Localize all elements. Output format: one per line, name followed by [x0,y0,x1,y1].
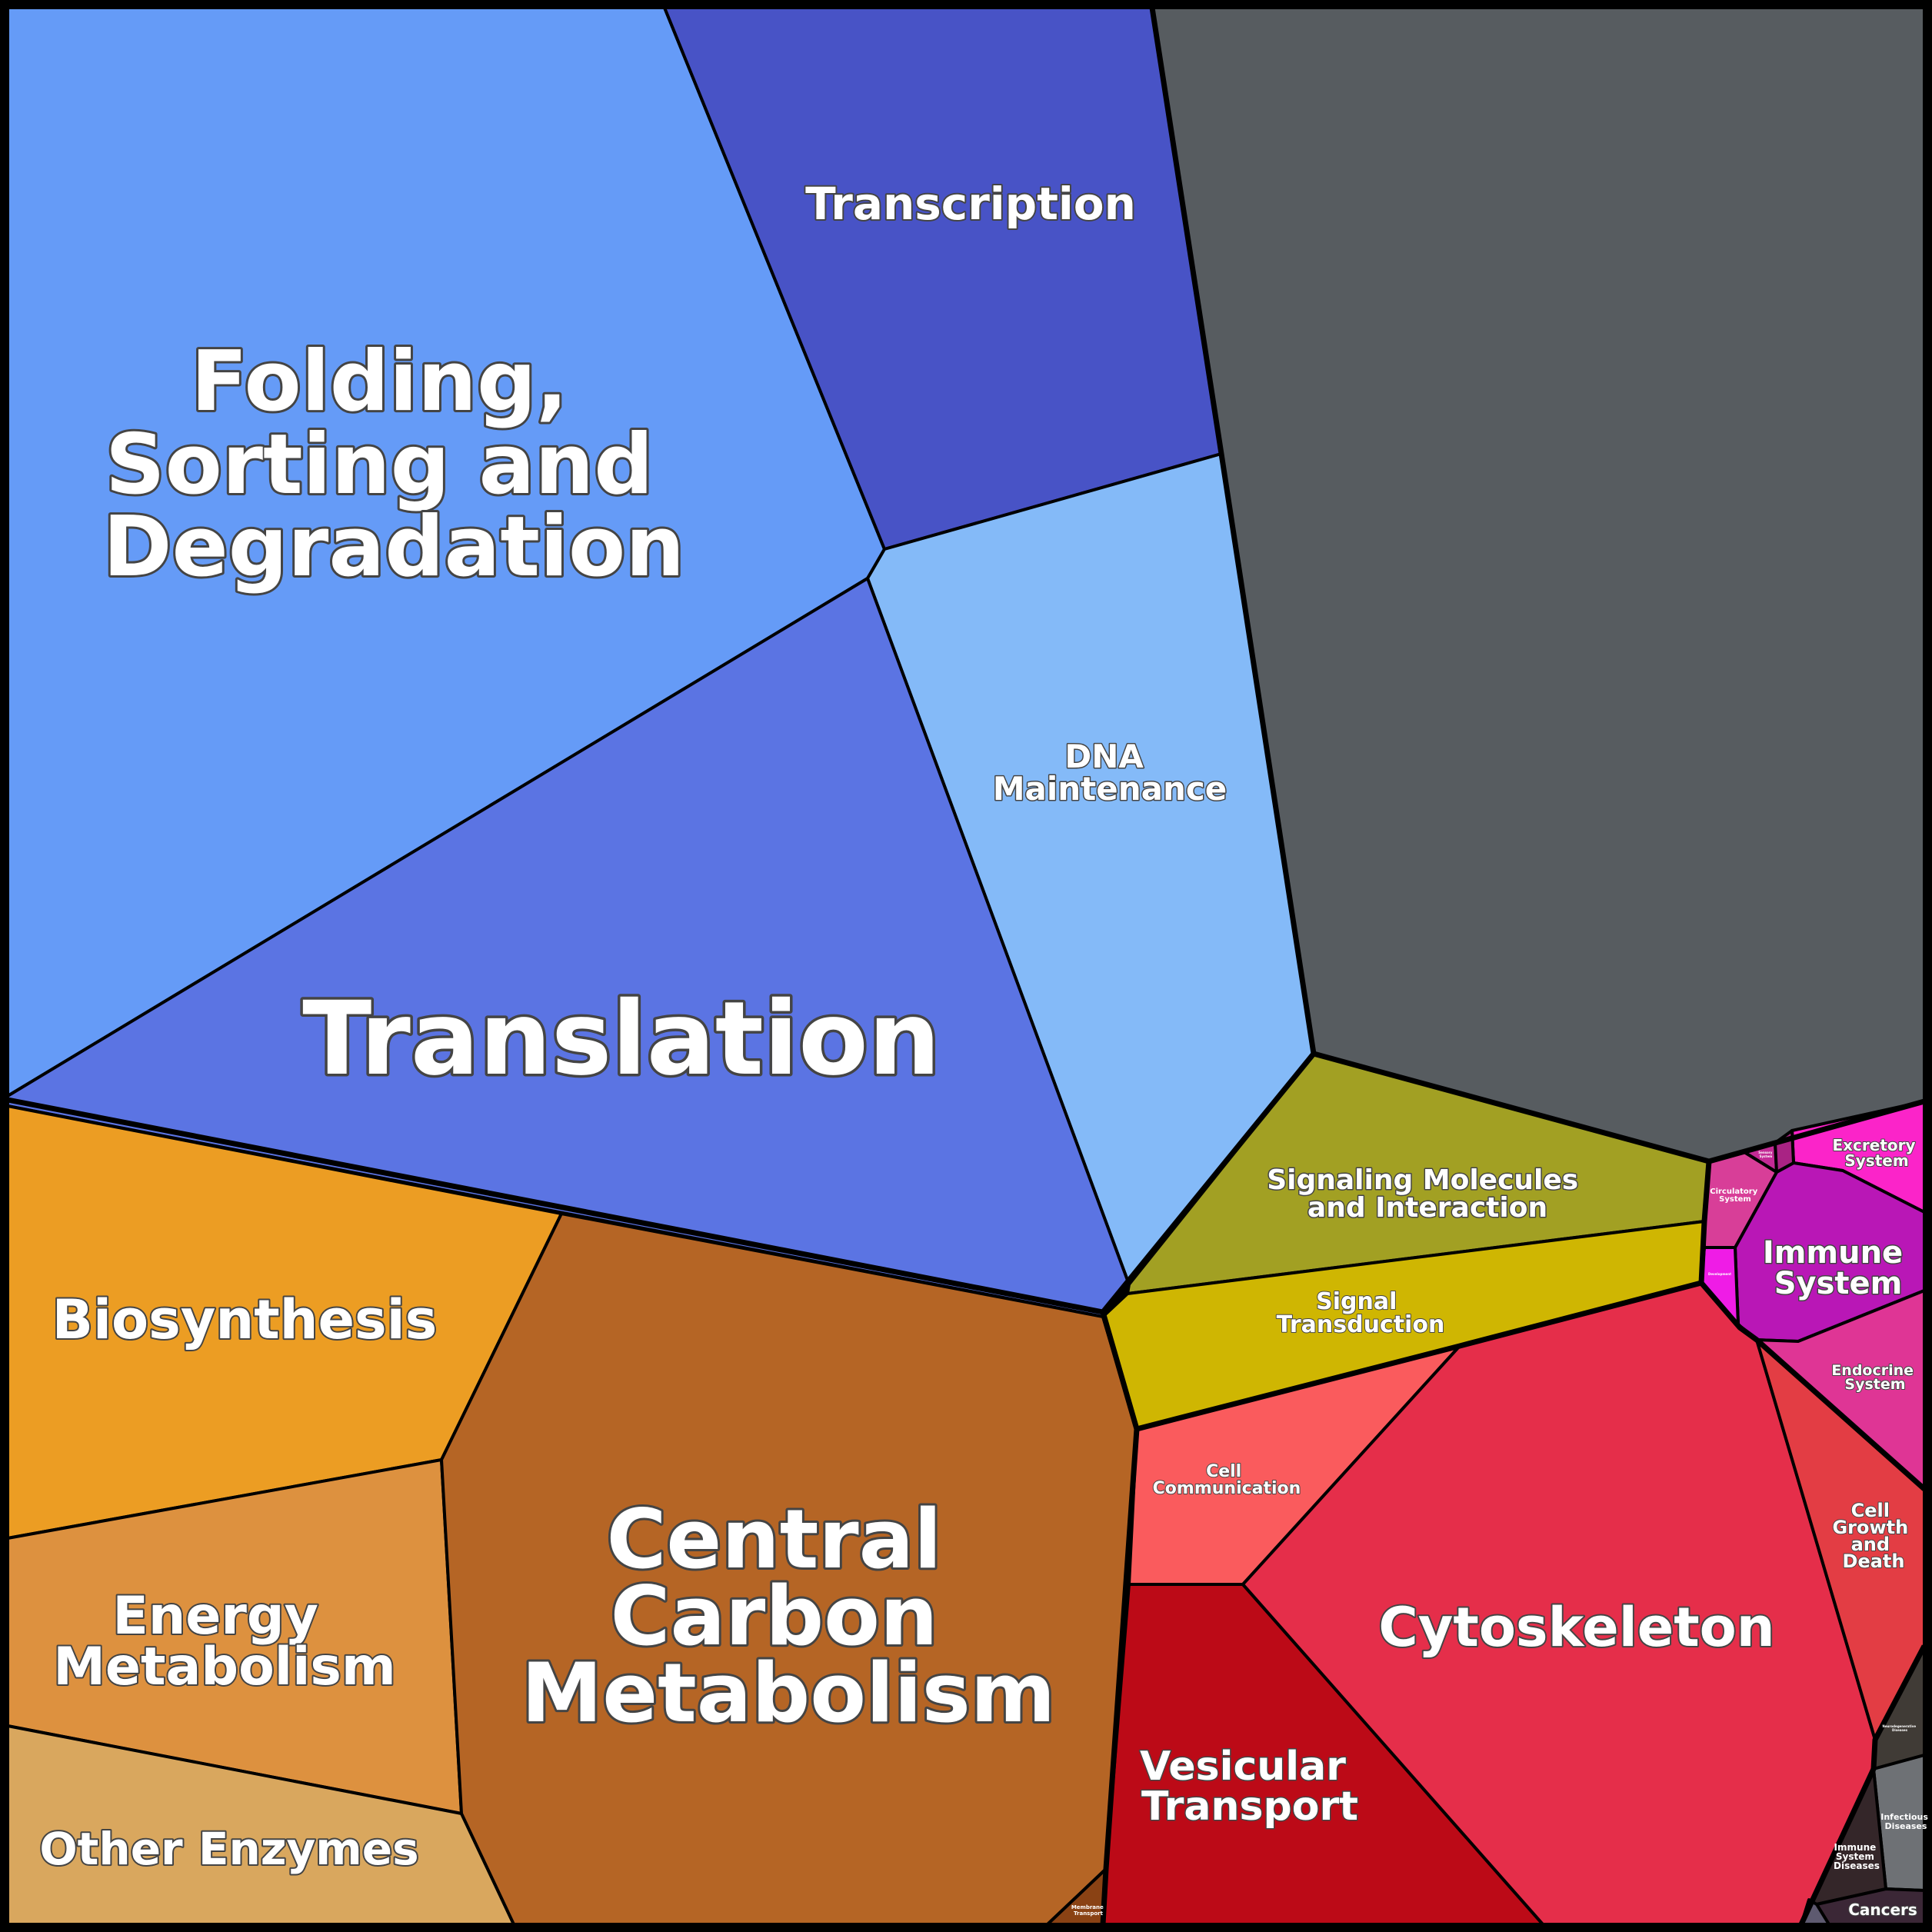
label-signaling-molecules: Signaling Molecules and Interaction [1267,1164,1588,1224]
label-infectious-diseases: Infectious Diseases [1880,1812,1931,1831]
label-energy-metabolism: Energy Metabolism [53,1586,396,1697]
label-cell-communication: Cell Communication [1153,1462,1301,1498]
label-development: Development [1708,1272,1731,1276]
label-biosynthesis: Biosynthesis [52,1288,438,1351]
label-sensory-system: Sensory System [1758,1151,1774,1158]
label-cancers: Cancers [1848,1900,1917,1919]
label-cytoskeleton: Cytoskeleton [1378,1596,1774,1659]
label-central-carbon: Central Carbon Metabolism [521,1492,1056,1740]
label-circulatory-system: Circulatory System [1710,1188,1760,1204]
label-immune-system: Immune System [1763,1235,1914,1301]
label-immune-diseases: Immune System Diseases [1834,1842,1880,1871]
group-outlines [7,7,1927,1926]
label-vesicular-transport: Vesicular Transport [1140,1744,1360,1830]
label-signal-transduction: Signal Transduction [1277,1288,1445,1338]
label-neurodegenerative: Neurodegenerative Diseases [1882,1724,1917,1732]
label-endocrine-system: Endocrine System [1831,1362,1918,1393]
label-cell-growth: Cell Growth and Death [1832,1500,1914,1572]
label-excretory-system: Excretory System [1832,1136,1920,1170]
label-membrane-transport: Membrane Transport [1071,1904,1105,1917]
label-folding: Folding, Sorting and Degradation [103,334,685,595]
label-dna-maintenance: DNA Maintenance [993,738,1227,808]
label-other-enzymes: Other Enzymes [39,1823,418,1875]
label-transcription: Transcription [805,178,1136,230]
label-translation: Translation [302,980,941,1098]
